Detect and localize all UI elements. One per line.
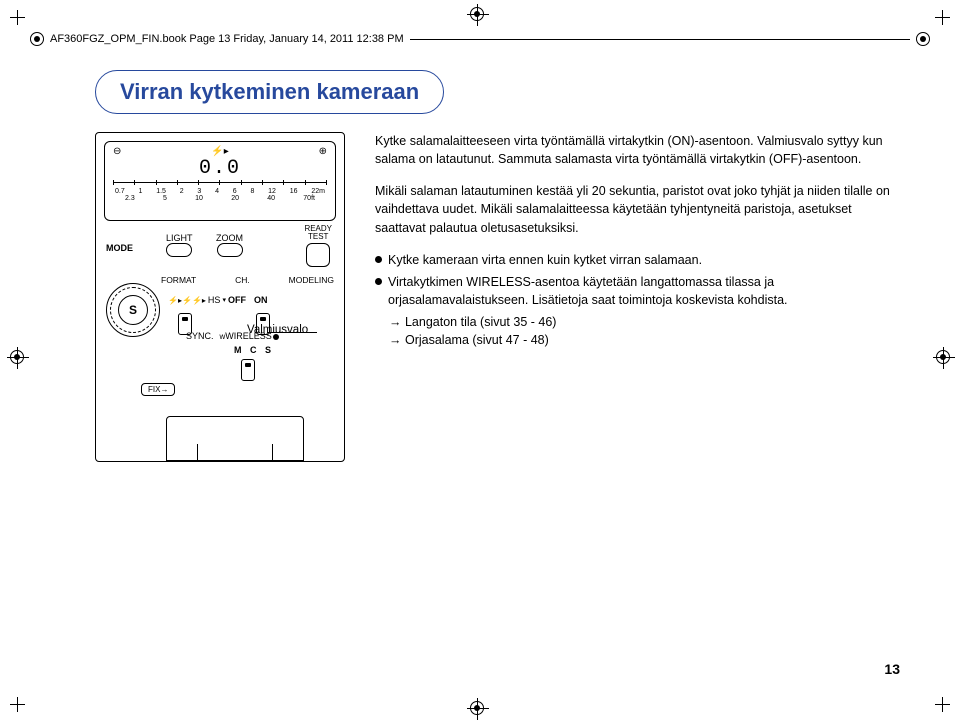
header-rule: [410, 39, 910, 40]
header-target-icon: [30, 32, 44, 46]
light-button: [166, 243, 192, 257]
page-content: Virran kytkeminen kameraan ⊖ ⚡▸ ⊕ 0.0: [95, 70, 900, 672]
mode-dial: S: [106, 283, 160, 337]
mcs-label: M C S: [234, 345, 274, 355]
ready-test-group: READY TEST: [304, 225, 332, 269]
row2-labels: FORMAT CH. MODELING: [161, 275, 334, 285]
body-text-column: Kytke salamalaitteeseen virta työntämäll…: [375, 132, 900, 462]
fix-button: FIX→: [141, 383, 175, 396]
section-title-box: Virran kytkeminen kameraan: [95, 70, 444, 114]
bullet-dot-icon: [375, 278, 382, 285]
flash-device-diagram: ⊖ ⚡▸ ⊕ 0.0 0.711.523468121622m 2.35: [95, 132, 345, 462]
power-switch-row: ⚡▸⚡⚡▸ HS ▾ OFF ON: [168, 295, 334, 305]
lcd-scale-meters: 0.711.523468121622m: [113, 188, 327, 195]
plus-icon: ⊕: [319, 146, 327, 157]
lcd-panel: ⊖ ⚡▸ ⊕ 0.0 0.711.523468121622m 2.35: [104, 141, 336, 221]
bolt-icon: ⚡▸: [211, 146, 228, 157]
bullet-1-text: Kytke kameraan virta ennen kuin kytket v…: [388, 251, 702, 269]
device-diagram-column: ⊖ ⚡▸ ⊕ 0.0 0.711.523468121622m 2.35: [95, 132, 350, 462]
paragraph-1: Kytke salamalaitteeseen virta työntämäll…: [375, 132, 900, 168]
light-button-group: LIGHT: [166, 233, 193, 257]
bullet-1: Kytke kameraan virta ennen kuin kytket v…: [375, 251, 900, 269]
lcd-value: 0.0: [113, 157, 327, 180]
lcd-scale-feet: 2.3510204070ft: [113, 195, 327, 202]
page-header: AF360FGZ_OPM_FIN.book Page 13 Friday, Ja…: [30, 32, 930, 46]
zoom-button: [217, 243, 243, 257]
header-target-icon: [916, 32, 930, 46]
modeling-label: MODELING: [289, 275, 334, 285]
mcs-slider: [241, 359, 255, 381]
page-number: 13: [884, 661, 900, 677]
section-title: Virran kytkeminen kameraan: [120, 79, 419, 104]
device-base: [166, 416, 304, 461]
header-filename: AF360FGZ_OPM_FIN.book Page 13 Friday, Ja…: [50, 33, 404, 45]
off-label: OFF: [228, 295, 246, 305]
mode-label: MODE: [106, 243, 133, 253]
sync-label: SYNC.: [186, 331, 214, 341]
on-label: ON: [254, 295, 268, 305]
hs-label: HS: [208, 295, 221, 305]
callout-label: Valmiusvalo: [247, 324, 308, 336]
dial-letter: S: [118, 295, 148, 325]
paragraph-2: Mikäli salaman latautuminen kestää yli 2…: [375, 182, 900, 236]
bullet-dot-icon: [375, 256, 382, 263]
registration-target-top: [470, 7, 484, 21]
ch-label: CH.: [235, 275, 250, 285]
zoom-button-group: ZOOM: [216, 233, 243, 257]
bullet-2-text: Virtakytkimen WIRELESS-asentoa käytetään…: [388, 273, 900, 309]
registration-target-left: [10, 350, 24, 364]
format-label: FORMAT: [161, 275, 196, 285]
registration-target-bottom: [470, 701, 484, 715]
bolt-icons: ⚡▸⚡⚡▸: [168, 296, 206, 305]
test-button: [306, 243, 330, 267]
minus-icon: ⊖: [113, 146, 121, 157]
registration-target-right: [936, 350, 950, 364]
ref-1: Langaton tila (sivut 35 - 46): [375, 313, 900, 331]
bullet-2: Virtakytkimen WIRELESS-asentoa käytetään…: [375, 273, 900, 309]
ref-2: Orjasalama (sivut 47 - 48): [375, 331, 900, 349]
